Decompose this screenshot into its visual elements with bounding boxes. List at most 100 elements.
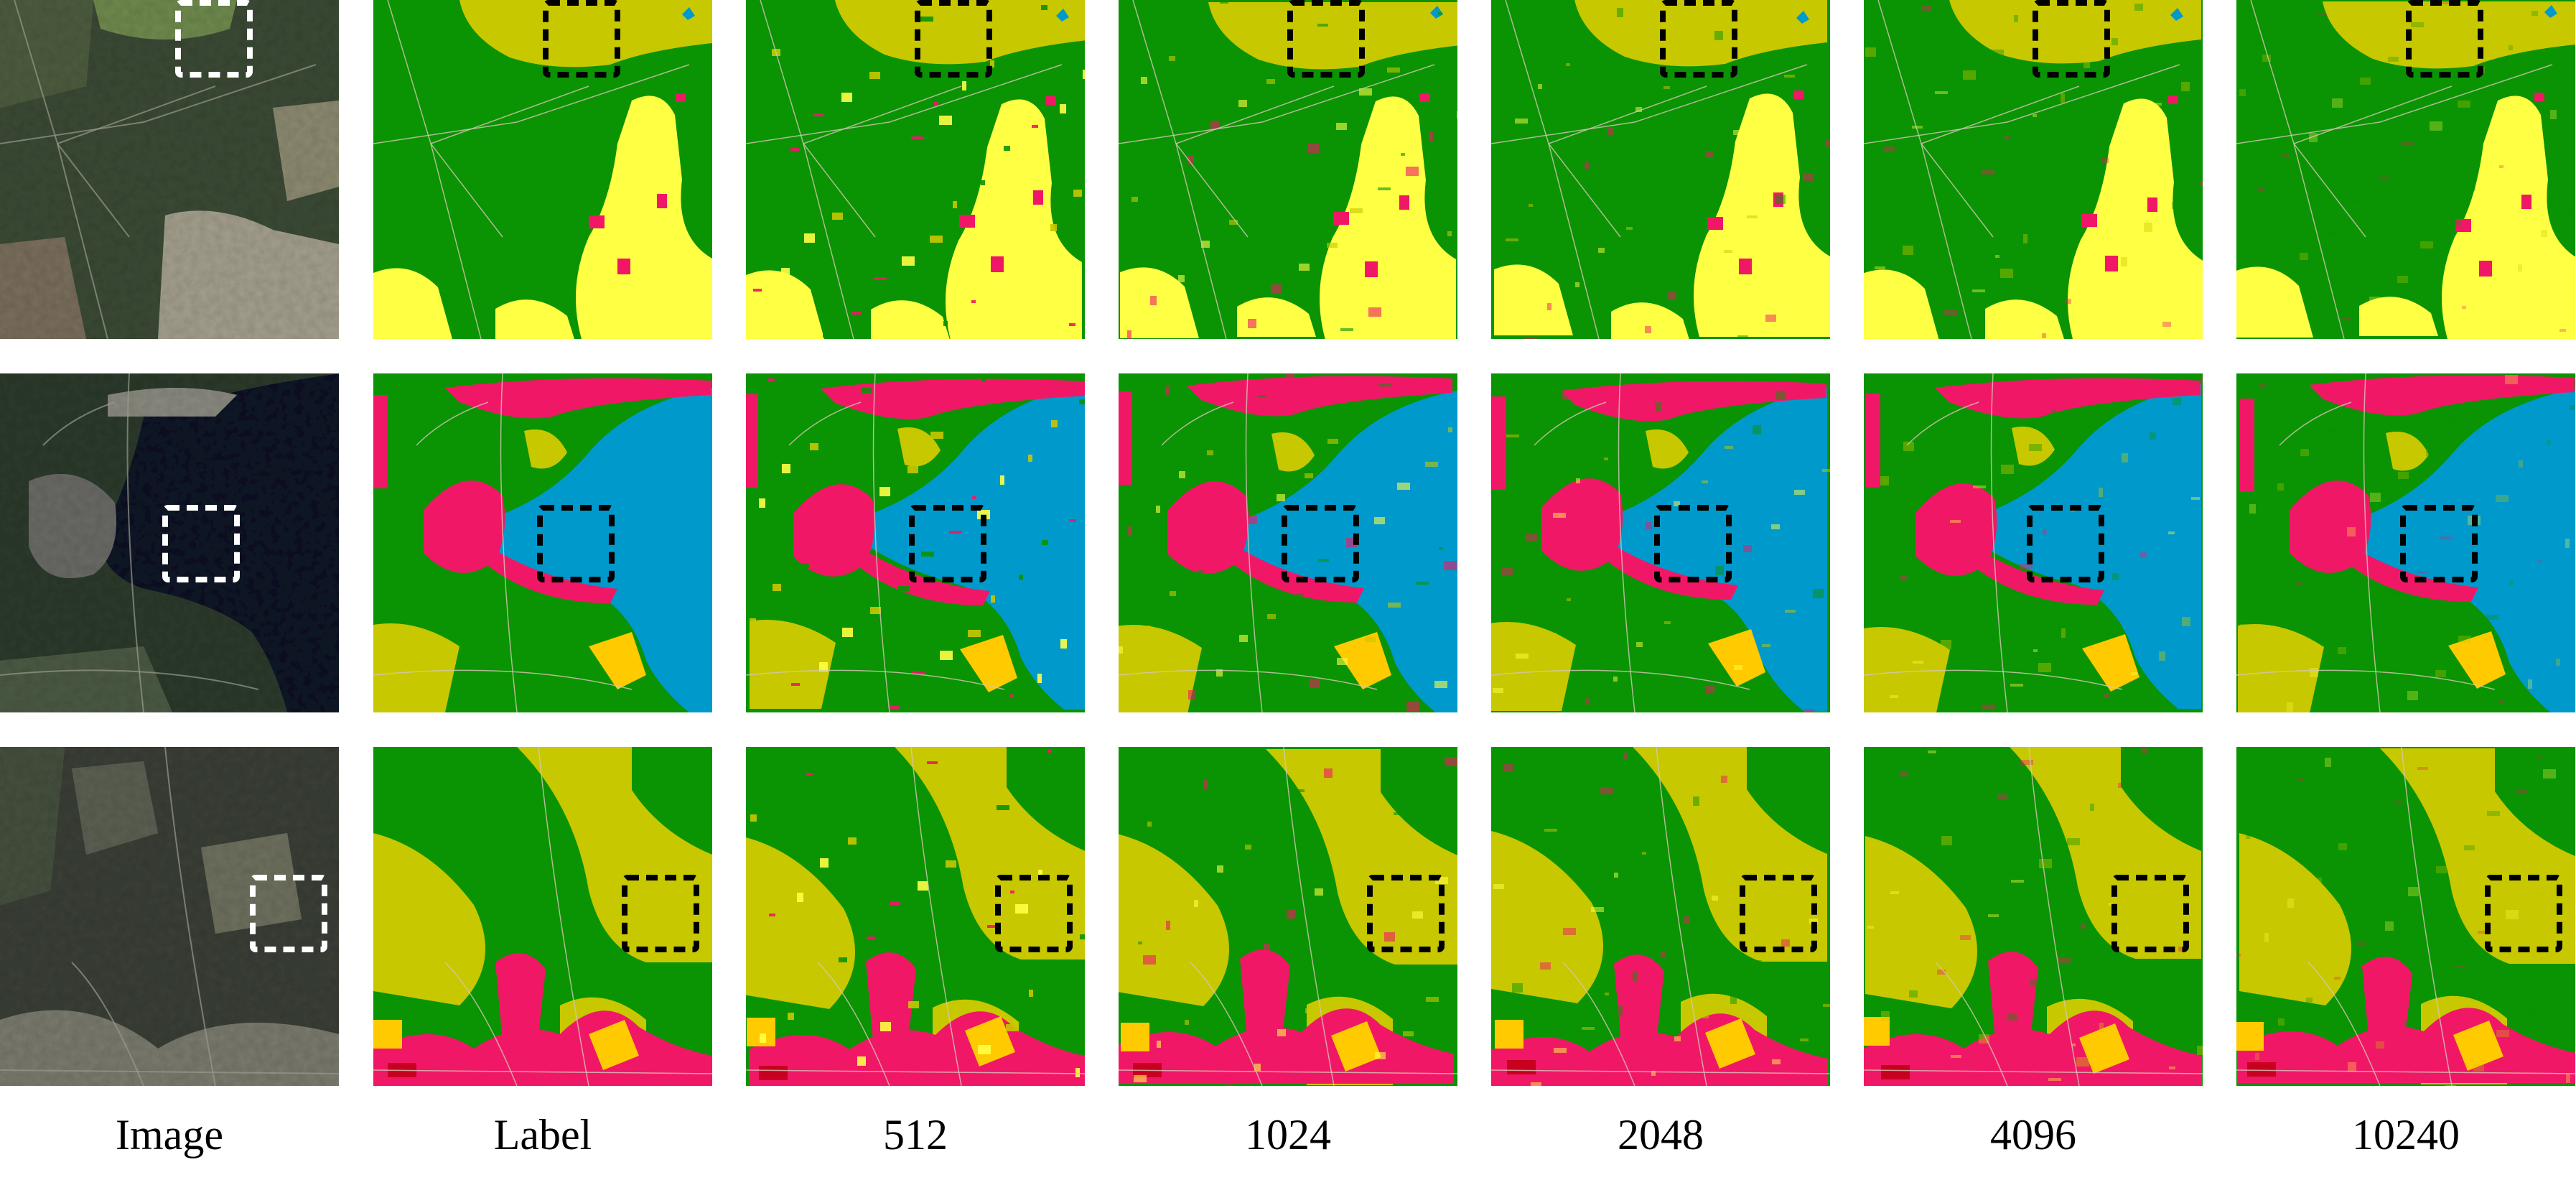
- prediction-speckle: [1179, 471, 1185, 478]
- map-road-line: [430, 143, 503, 238]
- map-road-line: [416, 401, 489, 446]
- map-road-line: [1491, 1069, 1830, 1074]
- prediction-speckle: [813, 113, 824, 116]
- prediction-speckle: [1763, 840, 1771, 843]
- prediction-speckle: [1791, 819, 1799, 829]
- prediction-speckle: [1960, 935, 1971, 940]
- prediction-speckle: [968, 630, 981, 637]
- prediction-speckle: [1448, 427, 1452, 432]
- prediction-speckle: [2357, 942, 2366, 945]
- prediction-speckle: [1572, 612, 1585, 621]
- highlight-box: [1660, 0, 1737, 78]
- highlight-box: [1282, 505, 1359, 582]
- prediction-speckle: [1457, 111, 1461, 118]
- prediction-speckle: [2385, 921, 2394, 931]
- prediction-speckle: [1175, 801, 1180, 804]
- column-caption: Image: [116, 1111, 223, 1158]
- prediction-speckle: [2356, 407, 2365, 410]
- prediction-speckle: [2500, 700, 2504, 703]
- class-region-meadow: [373, 623, 459, 712]
- prediction-speckle: [2153, 103, 2162, 106]
- class-region-orange: [1495, 1020, 1523, 1049]
- prediction-speckle: [1540, 962, 1551, 970]
- prediction-speckle: [1566, 63, 1570, 66]
- prediction-speckle: [1721, 776, 1727, 783]
- class-region-water: [1430, 6, 1443, 19]
- prediction-speckle: [1075, 1068, 1080, 1077]
- photo-road: [71, 962, 144, 1086]
- prediction-speckle: [1803, 709, 1814, 712]
- prediction-speckle: [1350, 208, 1363, 213]
- class-region-meadow: [1646, 429, 1689, 469]
- prediction-speckle: [1245, 845, 1251, 850]
- map-road-line: [1921, 143, 1994, 238]
- prediction-speckle: [1324, 768, 1333, 778]
- prediction-speckle: [2366, 626, 2374, 631]
- photo-road: [57, 143, 130, 238]
- prediction-speckle: [2360, 78, 2371, 85]
- prediction-speckle: [2076, 1057, 2089, 1066]
- class-region-meadow: [1208, 2, 1457, 70]
- prediction-speckle: [1165, 386, 1170, 395]
- class-region-water: [2544, 5, 2557, 18]
- prediction-speckle: [1646, 522, 1652, 529]
- class-region-urban: [1707, 217, 1723, 230]
- prediction-speckle: [969, 826, 981, 833]
- prediction-speckle: [1060, 639, 1067, 649]
- prediction-speckle: [1635, 107, 1642, 112]
- class-region-urban: [589, 215, 605, 228]
- prediction-speckle: [1417, 778, 1429, 781]
- class-region-urban: [1033, 190, 1043, 205]
- prediction-speckle: [2296, 582, 2302, 585]
- prediction-speckle: [806, 773, 813, 776]
- class-region-orange: [2082, 634, 2139, 692]
- class-region-urban: [1046, 96, 1056, 105]
- prediction-speckle: [2093, 278, 2099, 281]
- prediction-map-tile: [1119, 0, 1461, 339]
- prediction-speckle: [2065, 299, 2071, 304]
- prediction-speckle: [1686, 52, 1695, 55]
- prediction-map-tile: [1864, 0, 2203, 339]
- prediction-speckle: [1060, 104, 1066, 113]
- prediction-speckle: [1128, 526, 1132, 536]
- prediction-speckle: [1137, 406, 1142, 409]
- prediction-speckle: [2569, 209, 2575, 214]
- prediction-map-tile: [746, 747, 1085, 1086]
- map-road-line: [373, 669, 633, 690]
- prediction-speckle: [838, 422, 846, 427]
- class-region-meadow: [2380, 748, 2575, 964]
- prediction-speckle: [921, 552, 934, 557]
- prediction-speckle: [1684, 916, 1690, 924]
- photo-region: [0, 0, 93, 108]
- prediction-speckle: [1134, 1075, 1147, 1082]
- class-region-cropland: [746, 270, 825, 339]
- class-region-orange: [965, 1016, 1015, 1066]
- prediction-speckle: [1931, 225, 1941, 232]
- prediction-speckle: [2310, 668, 2318, 677]
- map-road-line: [2401, 747, 2453, 1086]
- prediction-speckle: [2487, 811, 2500, 816]
- prediction-speckle: [1784, 75, 1795, 78]
- prediction-speckle: [1029, 990, 1033, 997]
- prediction-speckle: [1394, 812, 1404, 815]
- map-road-line: [1190, 962, 1263, 1086]
- class-region-urban: [2342, 544, 2478, 602]
- map-road-line: [1175, 143, 1249, 238]
- prediction-speckle: [2042, 333, 2046, 338]
- highlight-box: [543, 0, 620, 78]
- prediction-speckle: [2341, 317, 2352, 320]
- prediction-speckle: [781, 268, 790, 277]
- prediction-speckle: [2000, 269, 2013, 278]
- class-region-urban: [1614, 954, 1664, 1043]
- prediction-speckle: [1503, 764, 1513, 771]
- prediction-speckle: [2527, 144, 2531, 154]
- prediction-speckle: [2162, 322, 2171, 327]
- prediction-speckle: [1028, 455, 1032, 462]
- highlight-box: [1367, 875, 1445, 952]
- prediction-speckle: [912, 672, 925, 674]
- prediction-speckle: [1642, 852, 1646, 855]
- prediction-speckle: [1604, 457, 1608, 460]
- prediction-speckle: [1867, 926, 1874, 929]
- prediction-speckle: [920, 17, 933, 22]
- prediction-speckle: [889, 706, 900, 709]
